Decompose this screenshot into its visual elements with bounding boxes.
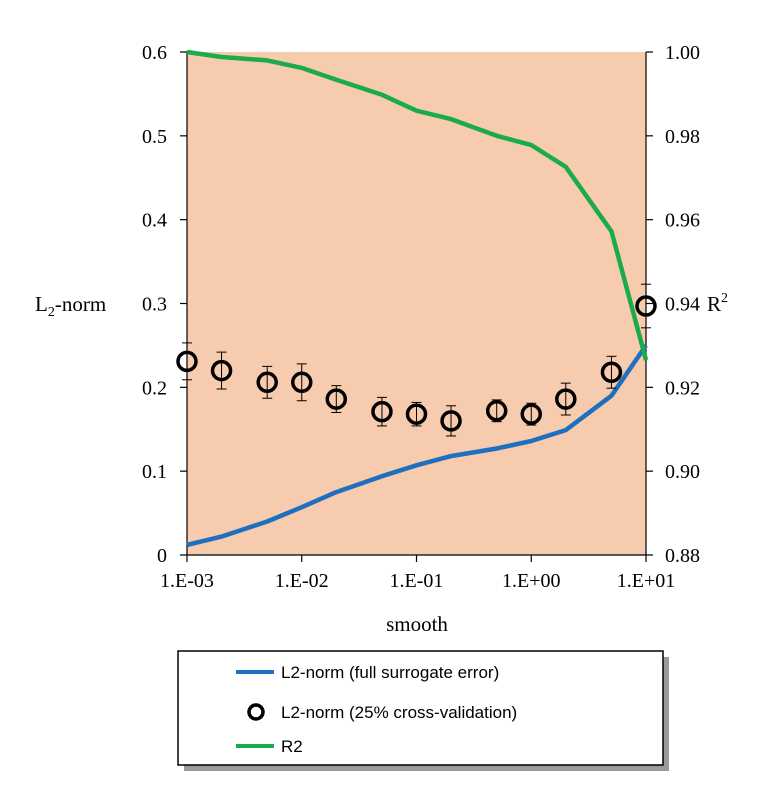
y-right-tick-label: 1.00 bbox=[665, 42, 700, 64]
y-left-tick-label: 0.1 bbox=[142, 461, 167, 483]
y-right-tick-label: 0.88 bbox=[665, 545, 700, 567]
data-point-cross-validation bbox=[371, 400, 393, 423]
legend-label-full-error: L2-norm (full surrogate error) bbox=[281, 663, 499, 682]
x-tick-label: 1.E-02 bbox=[275, 570, 329, 592]
legend-label-r2: R2 bbox=[281, 737, 303, 756]
y-left-label-rest: -norm bbox=[55, 292, 106, 316]
data-point-cross-validation bbox=[176, 350, 198, 373]
data-point-cross-validation bbox=[256, 371, 278, 394]
y-left-label-sub: 2 bbox=[48, 305, 55, 320]
y-right-tick-label: 0.98 bbox=[665, 126, 700, 148]
data-point-cross-validation bbox=[635, 295, 657, 317]
data-point-cross-validation bbox=[405, 403, 428, 425]
series-layer bbox=[176, 49, 657, 548]
y-right-label-main: R bbox=[707, 292, 721, 316]
data-point-cross-validation bbox=[440, 410, 462, 432]
series-line-r2 bbox=[186, 49, 649, 361]
y-left-tick-label: 0.3 bbox=[142, 294, 167, 316]
y-right-axis: 0.88 0.90 0.92 0.94 0.96 0.98 1.00 bbox=[646, 42, 700, 567]
y-right-label-sup: 2 bbox=[721, 291, 728, 306]
data-point-cross-validation bbox=[210, 359, 233, 382]
y-left-tick-label: 0 bbox=[157, 545, 167, 567]
y-right-tick-label: 0.92 bbox=[665, 377, 700, 399]
y-left-tick-label: 0.6 bbox=[142, 42, 167, 64]
y-right-tick-label: 0.90 bbox=[665, 461, 700, 483]
y-left-tick-label: 0.5 bbox=[142, 126, 167, 148]
y-left-label: L2-norm bbox=[35, 292, 106, 320]
data-point-cross-validation bbox=[520, 403, 542, 425]
data-point-cross-validation bbox=[485, 400, 508, 422]
data-point-cross-validation bbox=[291, 371, 313, 394]
x-tick-label: 1.E+00 bbox=[502, 570, 561, 592]
y-left-axis: 0 0.1 0.2 0.3 0.4 0.5 0.6 bbox=[142, 42, 187, 567]
y-left-tick-label: 0.4 bbox=[142, 210, 167, 232]
plot-area bbox=[187, 52, 646, 555]
data-point-cross-validation bbox=[325, 388, 348, 410]
x-tick-label: 1.E-03 bbox=[160, 570, 214, 592]
y-right-tick-label: 0.96 bbox=[665, 210, 700, 232]
legend-label-cross-validation: L2-norm (25% cross-validation) bbox=[281, 703, 517, 722]
x-tick-label: 1.E+01 bbox=[617, 570, 676, 592]
y-right-label: R2 bbox=[707, 291, 728, 316]
series-line-full-error bbox=[186, 344, 648, 548]
y-left-tick-label: 0.2 bbox=[142, 377, 167, 399]
x-axis-label: smooth bbox=[386, 612, 448, 636]
legend-swatch-cross-validation bbox=[247, 703, 265, 721]
y-left-label-main: L bbox=[35, 292, 48, 316]
x-tick-label: 1.E-01 bbox=[390, 570, 444, 592]
legend: L2-norm (full surrogate error) L2-norm (… bbox=[177, 650, 669, 771]
data-point-cross-validation bbox=[555, 388, 577, 410]
x-axis: 1.E-03 1.E-02 1.E-01 1.E+00 1.E+01 bbox=[160, 555, 675, 592]
data-point-cross-validation bbox=[600, 361, 623, 383]
y-right-tick-label: 0.94 bbox=[665, 294, 700, 316]
